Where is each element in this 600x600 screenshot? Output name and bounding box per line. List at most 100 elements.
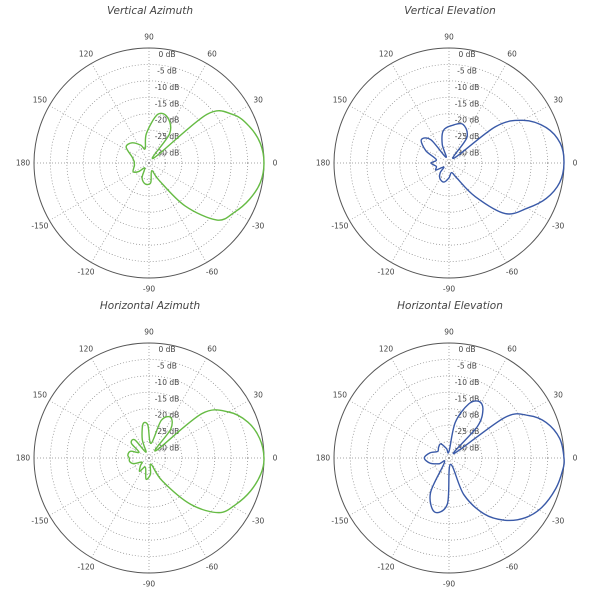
angle-tick-label: -90: [143, 285, 155, 294]
angle-tick-label: -30: [252, 222, 264, 231]
grid-spoke: [148, 457, 207, 558]
grid-spoke: [448, 400, 549, 459]
vertical-azimuth-polar-chart: 0 30 60 90 120 150 180 -150 -120 -90 -60 -30 0 dB -5 …: [16, 33, 278, 294]
vertical-elevation-panel: Vertical Elevation 0 30 60 90 120 150 180 -150 -…: [300, 0, 600, 300]
grid-spoke: [49, 105, 150, 164]
angle-tick-label: -150: [331, 517, 348, 526]
radial-db-label: -15 dB: [455, 394, 480, 403]
grid-spoke: [448, 105, 549, 164]
chart-title: Vertical Elevation: [404, 5, 496, 17]
angle-tick-label: 0: [573, 454, 578, 463]
angle-tick-label: 60: [207, 49, 217, 58]
angle-tick-label: 150: [333, 96, 348, 105]
radial-db-label: -5 dB: [157, 66, 177, 75]
grid-spoke: [391, 457, 450, 558]
grid-ring: [99, 408, 199, 508]
angle-tick-label: 120: [79, 49, 94, 58]
grid-ring: [82, 391, 216, 525]
grid-spoke: [448, 358, 507, 459]
angle-tick-label: 30: [253, 96, 263, 105]
angle-tick-label: 120: [379, 49, 394, 58]
angle-tick-label: -150: [31, 222, 48, 231]
grid-spoke: [148, 105, 249, 164]
radiation-pattern-line: [420, 119, 565, 215]
angle-tick-label: 0: [273, 159, 278, 168]
angle-tick-label: 60: [207, 344, 217, 353]
grid-spoke: [148, 457, 249, 516]
angle-tick-label: -30: [552, 222, 564, 231]
angle-tick-label: 0: [573, 159, 578, 168]
radiation-pattern-line: [127, 409, 265, 514]
grid-spoke: [49, 400, 150, 459]
grid-ring: [415, 129, 483, 197]
angle-tick-label: -60: [506, 268, 518, 277]
grid-ring: [99, 113, 199, 213]
angle-tick-label: -120: [77, 563, 94, 572]
angle-tick-label: -30: [552, 517, 564, 526]
grid-spoke: [91, 457, 150, 558]
radial-db-label: 0 dB: [158, 50, 175, 59]
angle-tick-label: 180: [316, 454, 331, 463]
grid-ring: [350, 359, 548, 557]
grid-ring: [382, 391, 516, 525]
angle-tick-label: 180: [16, 454, 31, 463]
radial-db-label: -25 dB: [155, 427, 180, 436]
radial-db-label: 0 dB: [458, 345, 475, 354]
grid-spoke: [448, 162, 507, 263]
grid-spoke: [148, 400, 249, 459]
radial-db-label: -20 dB: [455, 411, 480, 420]
radial-db-label: -10 dB: [155, 83, 180, 92]
grid-spoke: [148, 162, 207, 263]
grid-spoke: [91, 63, 150, 164]
radiation-pattern-line: [423, 400, 565, 522]
chart-title: Horizontal Azimuth: [99, 300, 201, 312]
vertical-elevation-polar-chart: 0 30 60 90 120 150 180 -150 -120 -90 -60 -30 0 dB -5 …: [316, 33, 578, 294]
grid-spoke: [448, 457, 549, 516]
radial-db-label: -10 dB: [455, 378, 480, 387]
radial-db-label: -25 dB: [155, 132, 180, 141]
angle-tick-label: -60: [206, 268, 218, 277]
vertical-azimuth-panel: Vertical Azimuth 0 30 60 90 120 150 180 -150 -12…: [0, 0, 300, 300]
radial-db-label: -30 dB: [455, 444, 480, 453]
grid-ring: [115, 129, 183, 197]
angle-tick-label: 150: [333, 391, 348, 400]
radial-db-label: -20 dB: [155, 116, 180, 125]
grid-spoke: [49, 162, 150, 221]
chart-title: Horizontal Elevation: [397, 300, 503, 312]
angle-tick-label: 90: [444, 328, 454, 337]
radial-db-label: -20 dB: [455, 116, 480, 125]
radial-db-label: -30 dB: [155, 444, 180, 453]
radial-db-label: -5 dB: [457, 361, 477, 370]
radial-db-label: -5 dB: [457, 66, 477, 75]
horizontal-elevation-panel: Horizontal Elevation 0 30 60 90 120 150 180 -15…: [300, 295, 600, 595]
grid-ring: [50, 359, 248, 557]
angle-tick-label: 180: [16, 159, 31, 168]
angle-tick-label: -60: [506, 563, 518, 572]
grid-ring: [366, 375, 532, 541]
grid-ring: [82, 96, 216, 230]
grid-spoke: [148, 63, 207, 164]
radial-db-label: -15 dB: [155, 394, 180, 403]
radial-db-label: -25 dB: [455, 427, 480, 436]
angle-tick-label: -90: [443, 580, 455, 589]
angle-tick-label: 30: [553, 391, 563, 400]
angle-tick-label: 90: [144, 33, 154, 42]
grid-spoke: [391, 358, 450, 459]
horizontal-azimuth-panel: Horizontal Azimuth 0 30 60 90 120 150 180 -150 -…: [0, 295, 300, 595]
grid-ring: [399, 113, 499, 213]
grid-ring: [432, 146, 466, 180]
grid-ring: [366, 80, 532, 246]
angle-tick-label: -120: [77, 268, 94, 277]
grid-spoke: [148, 358, 207, 459]
grid-ring: [350, 64, 548, 262]
grid-ring: [66, 80, 232, 246]
grid-spoke: [91, 162, 150, 263]
grid-spoke: [91, 358, 150, 459]
grid-ring: [115, 424, 183, 492]
radial-db-label: 0 dB: [158, 345, 175, 354]
grid-spoke: [148, 162, 249, 221]
grid-ring: [66, 375, 232, 541]
angle-tick-label: -90: [143, 580, 155, 589]
angle-tick-label: -30: [252, 517, 264, 526]
grid-spoke: [349, 162, 450, 221]
